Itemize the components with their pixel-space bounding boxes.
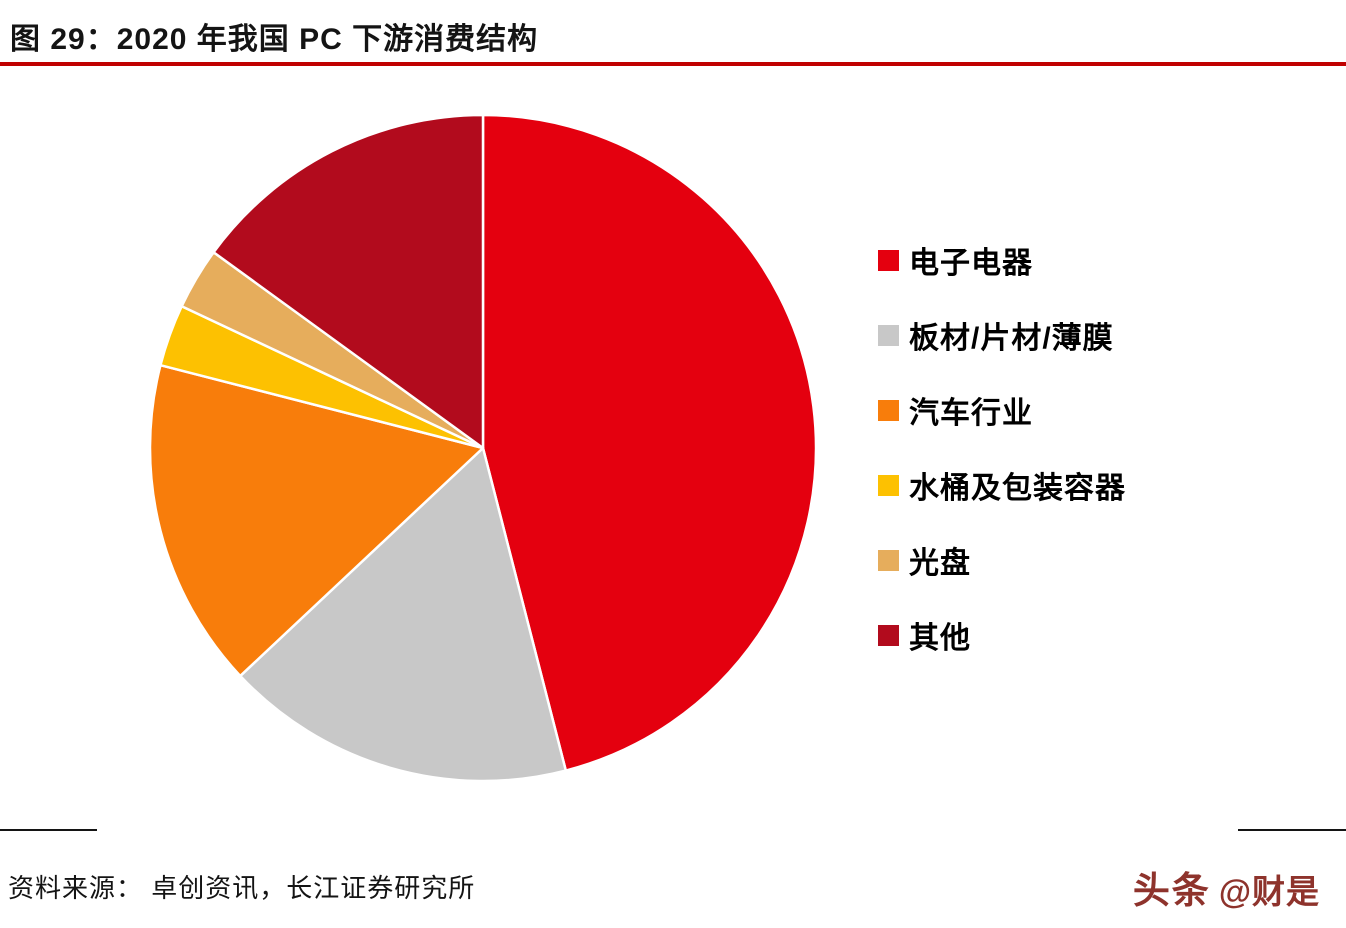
legend-item: 电子电器: [878, 240, 1126, 280]
legend-item: 其他: [878, 615, 1126, 655]
source-note: 资料来源： 卓创资讯，长江证券研究所: [8, 873, 476, 903]
pie-slice-1: [239, 446, 568, 783]
legend-label: 板材/片材/薄膜: [909, 322, 1114, 355]
watermark-brand: 头条: [1132, 870, 1211, 911]
legend-label: 汽车行业: [909, 397, 1033, 430]
chart-legend: 电子电器 板材/片材/薄膜 汽车行业 水桶及包装容器 光盘 其他: [878, 240, 1126, 655]
legend-swatch: [878, 474, 899, 496]
pie-slice-5: [212, 113, 485, 450]
legend-label: 光盘: [909, 547, 971, 580]
legend-label: 水桶及包装容器: [909, 472, 1126, 505]
title-underline-rule: [0, 62, 1346, 66]
table-border-right: [1238, 829, 1346, 831]
watermark: 头条 @财是: [1133, 860, 1320, 914]
figure-title: 图 29：2020 年我国 PC 下游消费结构: [10, 23, 539, 56]
legend-swatch: [878, 324, 899, 346]
pie-chart: [148, 113, 818, 783]
pie-slice-2: [148, 363, 485, 678]
legend-swatch: [878, 249, 899, 271]
legend-item: 板材/片材/薄膜: [878, 315, 1126, 355]
legend-item: 汽车行业: [878, 390, 1126, 430]
watermark-handle: @财是: [1218, 873, 1320, 910]
legend-swatch: [878, 549, 899, 571]
pie-slice-0: [481, 113, 818, 772]
legend-swatch: [878, 624, 899, 646]
legend-item: 光盘: [878, 540, 1126, 580]
legend-swatch: [878, 399, 899, 421]
legend-item: 水桶及包装容器: [878, 465, 1126, 505]
legend-label: 电子电器: [909, 247, 1033, 280]
table-border-left: [0, 829, 97, 831]
legend-label: 其他: [909, 622, 971, 655]
